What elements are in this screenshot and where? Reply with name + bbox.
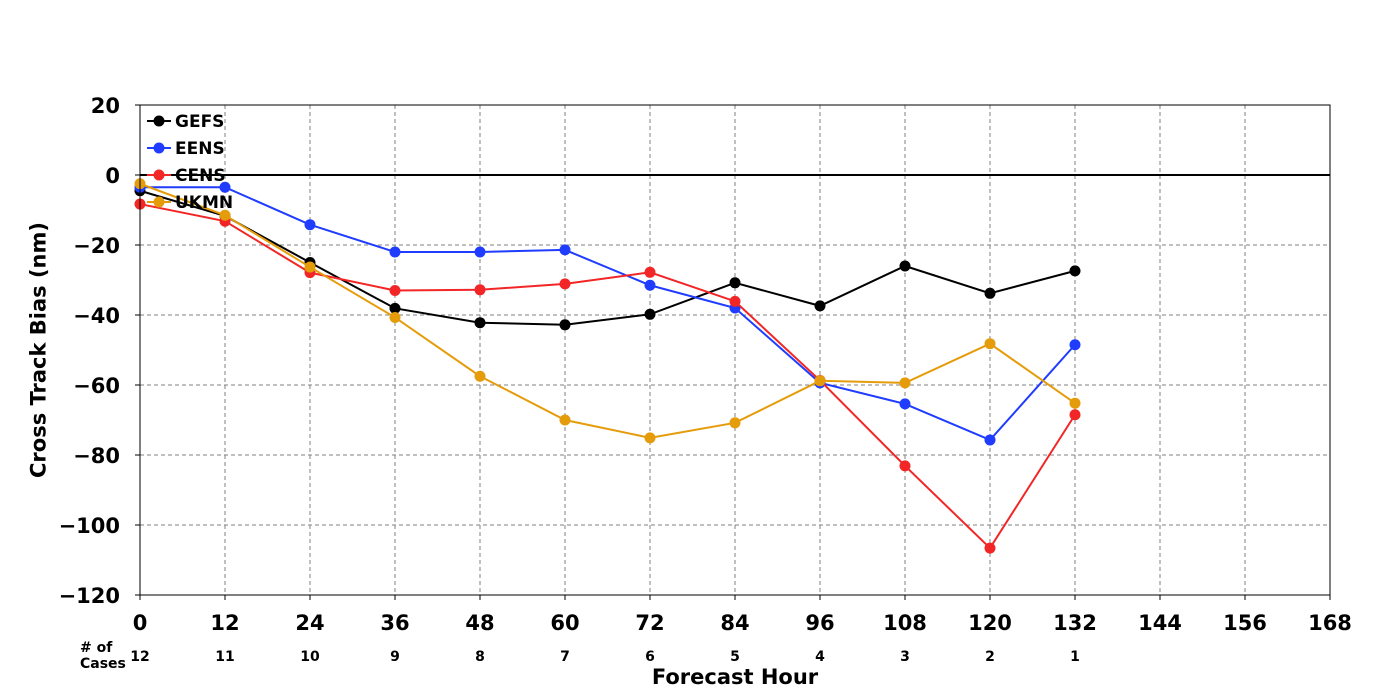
data-point xyxy=(559,414,571,426)
data-point xyxy=(474,370,486,382)
case-count: 10 xyxy=(300,649,320,665)
x-tick-label: 36 xyxy=(380,611,409,635)
data-point xyxy=(729,417,741,429)
data-point xyxy=(814,300,826,312)
data-point xyxy=(304,219,316,231)
legend-label: UKMN xyxy=(175,193,233,213)
x-tick-label: 96 xyxy=(805,611,834,635)
x-tick-label: 144 xyxy=(1138,611,1182,635)
y-tick-label: −60 xyxy=(73,374,120,398)
x-tick-label: 156 xyxy=(1223,611,1267,635)
cases-row: # of Cases 12 11 10 9 8 7 6 5 4 3 2 1 xyxy=(80,640,1080,672)
data-point xyxy=(984,434,996,446)
x-axis-title: Forecast Hour xyxy=(652,665,819,689)
y-tick-label: 0 xyxy=(105,164,120,188)
data-point xyxy=(899,260,911,272)
x-tick-label: 108 xyxy=(883,611,927,635)
data-point xyxy=(644,279,656,291)
y-tick-label: −20 xyxy=(73,234,120,258)
data-point xyxy=(729,295,741,307)
case-count: 9 xyxy=(390,649,400,665)
data-point xyxy=(899,460,911,472)
data-point xyxy=(644,266,656,278)
data-point xyxy=(899,398,911,410)
legend-label: EENS xyxy=(175,139,225,159)
cases-label-line: # of xyxy=(80,640,113,656)
data-point xyxy=(559,278,571,290)
data-point xyxy=(1069,397,1081,409)
legend-marker xyxy=(153,142,165,154)
series-line xyxy=(139,189,1076,326)
case-count: 12 xyxy=(130,649,149,665)
legend-marker xyxy=(153,115,165,127)
series-line xyxy=(140,186,1076,442)
y-tick-label: −100 xyxy=(59,514,120,538)
case-count: 7 xyxy=(560,649,570,665)
legend-label: GEFS xyxy=(175,112,224,132)
legend: GEFS EENS CENS UKMN xyxy=(147,112,233,213)
x-tick-label: 168 xyxy=(1308,611,1352,635)
case-count: 6 xyxy=(645,649,655,665)
data-point xyxy=(984,338,996,350)
data-point xyxy=(219,209,231,221)
y-tick-label: −80 xyxy=(73,444,120,468)
grid-lines xyxy=(140,105,1330,595)
data-point xyxy=(729,277,741,289)
case-count: 2 xyxy=(985,649,995,665)
case-count: 11 xyxy=(215,649,234,665)
x-tick-label: 120 xyxy=(968,611,1012,635)
data-point xyxy=(389,285,401,296)
data-point xyxy=(814,375,826,387)
data-point xyxy=(219,181,231,193)
data-point xyxy=(644,308,656,320)
legend-label: CENS xyxy=(175,166,226,186)
case-count: 4 xyxy=(815,649,825,665)
data-point xyxy=(559,319,571,331)
data-point xyxy=(559,244,571,256)
legend-marker xyxy=(153,169,165,181)
y-tick-label: −40 xyxy=(73,304,120,328)
data-point xyxy=(474,246,486,258)
case-count: 3 xyxy=(900,649,910,665)
y-tick-label: −120 xyxy=(59,584,120,608)
case-count: 8 xyxy=(475,649,485,665)
data-point xyxy=(389,246,401,258)
tick-labels: 0 12 24 36 48 60 72 84 96 108 120 132 144 156 168 20 0 −2… xyxy=(59,94,1352,635)
data-point xyxy=(474,284,486,296)
x-tick-label: 24 xyxy=(295,611,324,635)
x-tick-label: 60 xyxy=(550,611,579,635)
y-tick-label: 20 xyxy=(91,94,120,118)
legend-marker xyxy=(153,196,165,208)
data-point xyxy=(304,261,316,273)
series-ukmn xyxy=(134,178,1081,444)
data-point xyxy=(474,317,486,329)
data-point xyxy=(389,302,401,314)
series-line xyxy=(139,203,1076,550)
series-line xyxy=(139,182,1076,439)
data-point xyxy=(1069,265,1081,277)
case-count: 5 xyxy=(730,649,740,665)
cases-label: # of Cases xyxy=(80,640,126,672)
data-point xyxy=(644,432,656,444)
x-tick-label: 84 xyxy=(720,611,749,635)
x-tick-label: 0 xyxy=(133,611,148,635)
data-point xyxy=(899,377,911,389)
y-axis-title: Cross Track Bias (nm) xyxy=(26,222,50,478)
data-point xyxy=(984,287,996,299)
data-point xyxy=(984,542,996,554)
x-tick-label: 48 xyxy=(465,611,494,635)
x-tick-label: 12 xyxy=(210,611,239,635)
case-count: 1 xyxy=(1070,649,1080,665)
series-layer xyxy=(134,178,1081,554)
data-point xyxy=(1069,339,1081,351)
cases-label-line: Cases xyxy=(80,656,126,672)
x-tick-label: 72 xyxy=(635,611,664,635)
data-point xyxy=(389,311,401,323)
x-tick-label: 132 xyxy=(1053,611,1097,635)
data-point xyxy=(1069,409,1081,421)
